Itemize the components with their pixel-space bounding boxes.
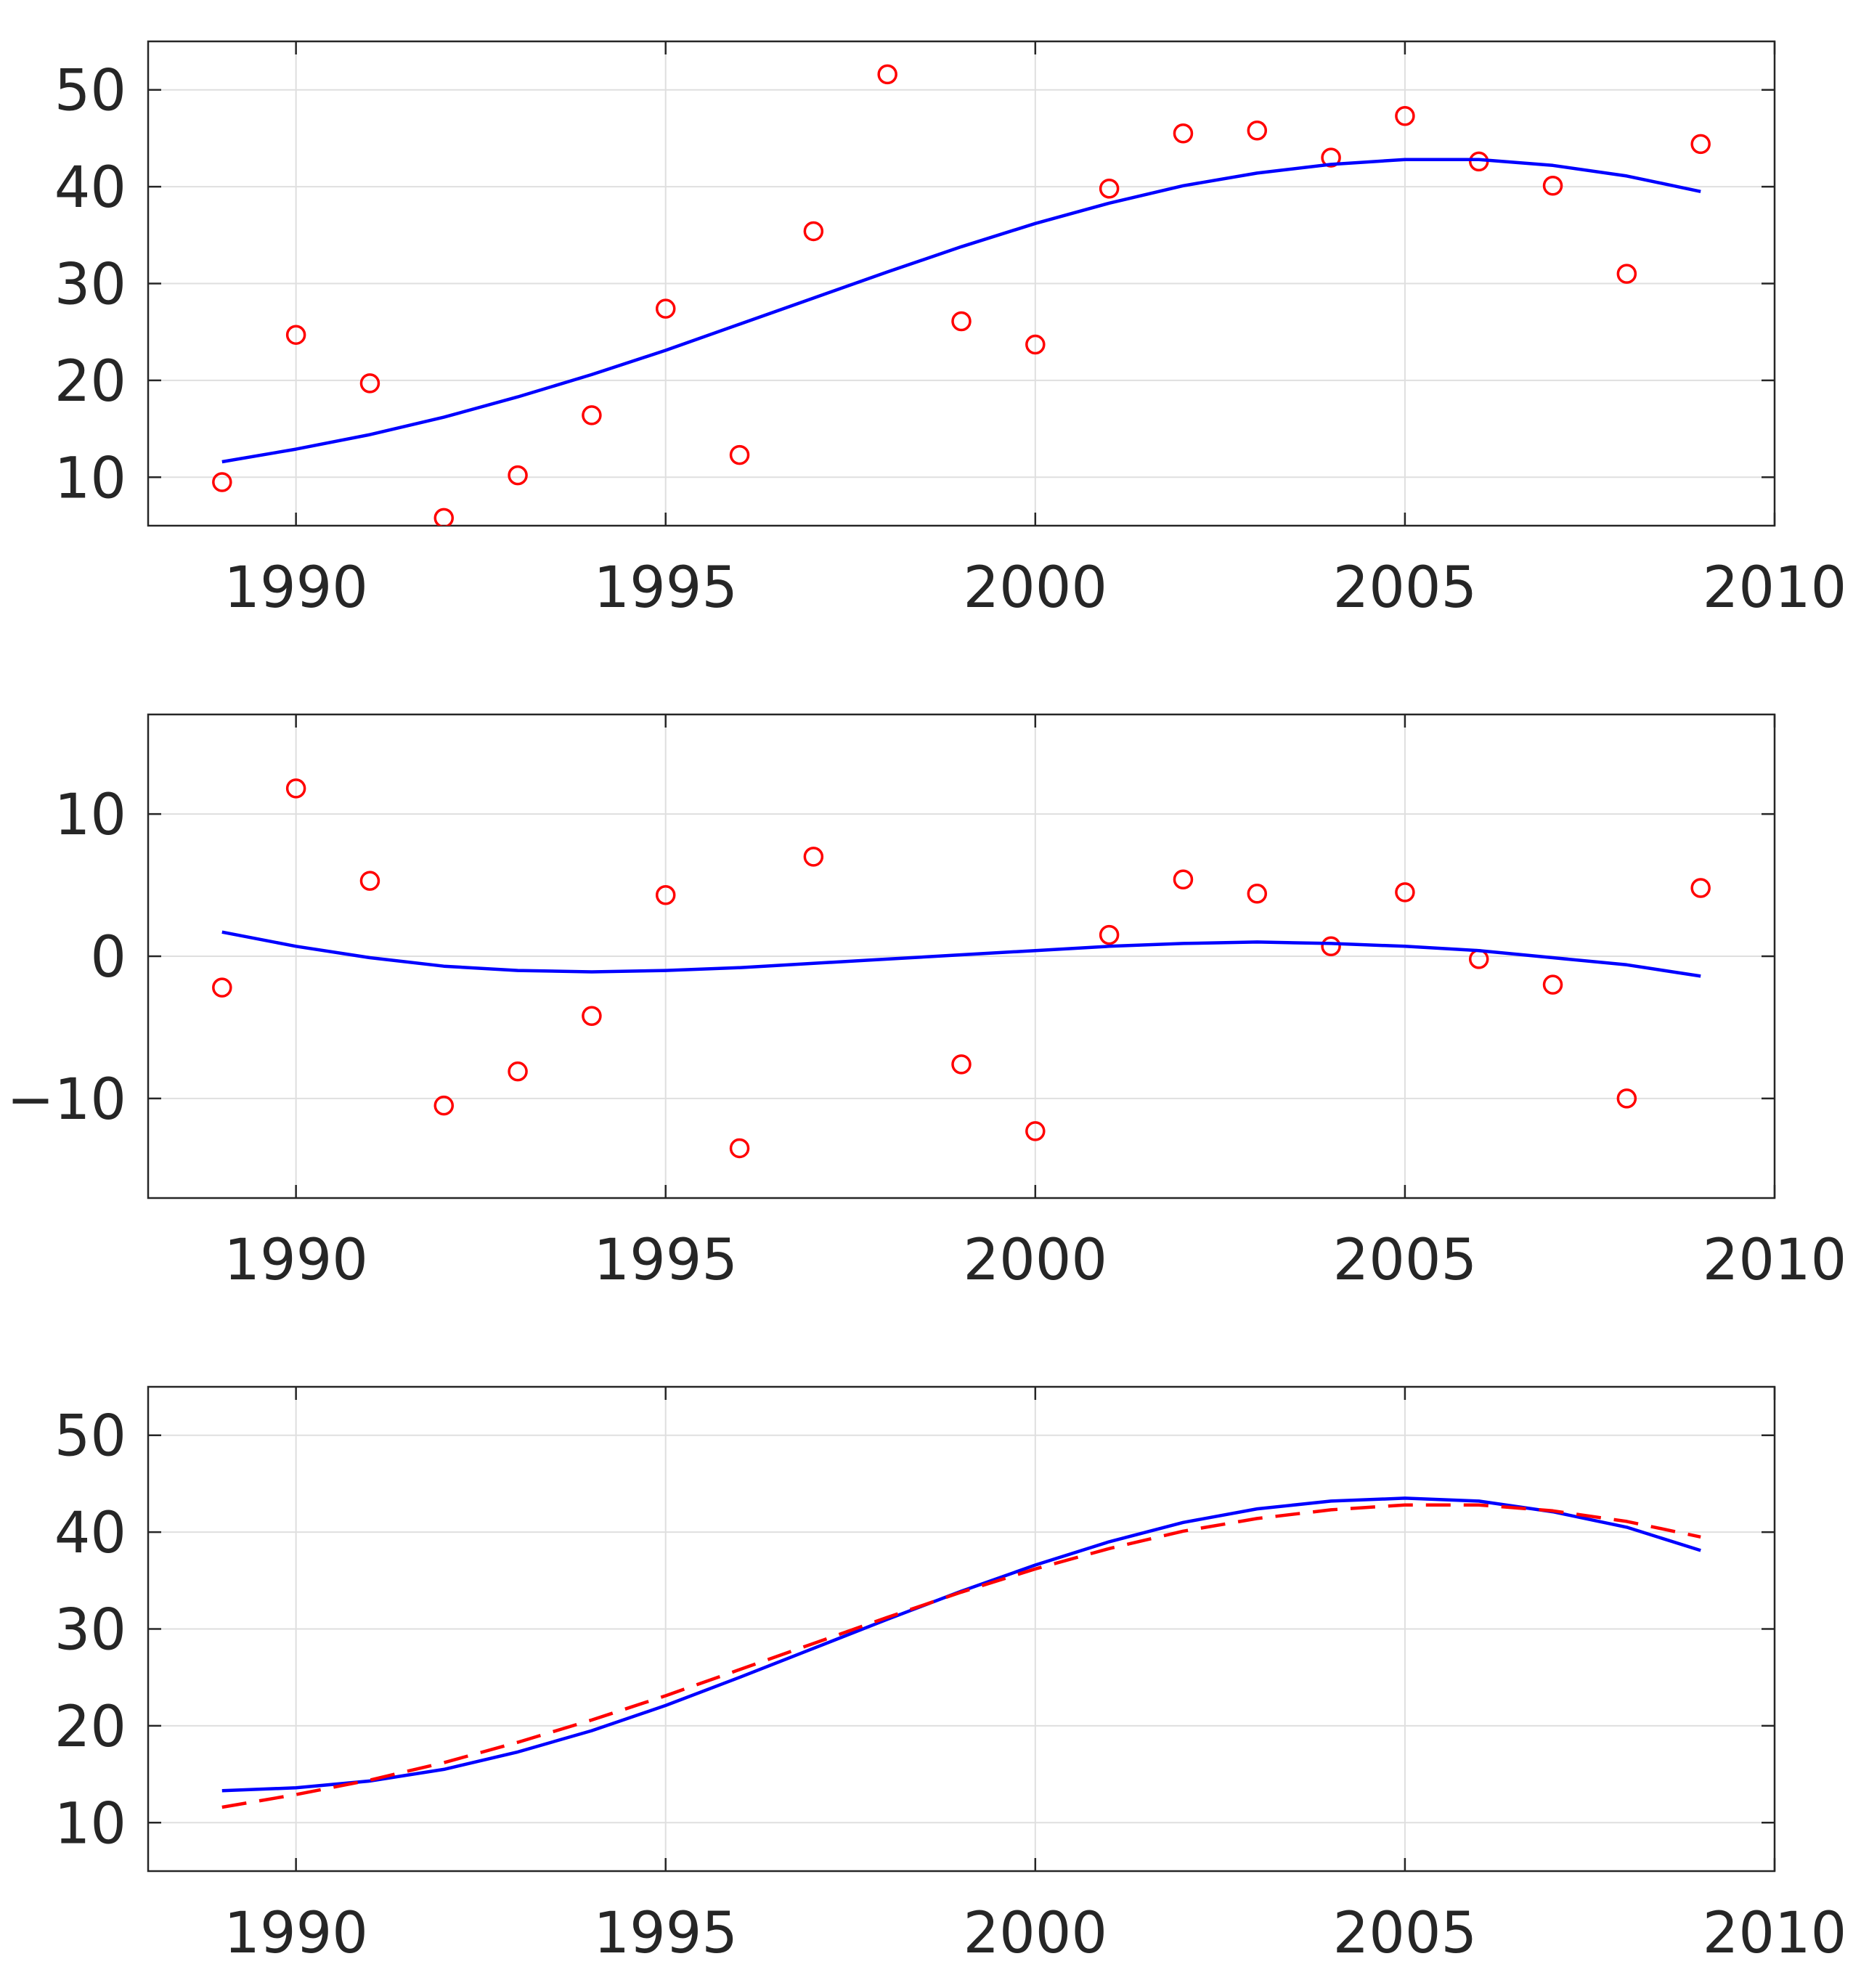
- plot-middle-residuals-point: [508, 1061, 528, 1082]
- plot-top-observed-point: [951, 311, 972, 332]
- plot-top-observed-point: [729, 444, 750, 465]
- plot-top-x-tick-label: 2000: [964, 555, 1108, 621]
- plot-middle-x-tick-label: 2000: [964, 1228, 1108, 1293]
- plot-middle-residuals-point: [582, 1006, 602, 1027]
- plot-top-y-tick-label: 50: [54, 59, 126, 124]
- plot-middle-y-tick-label: 0: [90, 925, 126, 990]
- plot-middle-residuals-point: [1468, 949, 1489, 969]
- plot-middle-residuals-point: [433, 1095, 455, 1116]
- plot-top-observed-point: [433, 508, 455, 526]
- plot-bottom-x-tick-label: 1995: [593, 1901, 738, 1966]
- plot-middle-residuals-point: [212, 977, 232, 998]
- plot-middle-residuals-point: [1395, 882, 1415, 903]
- plot-top-x-tick-label: 1990: [224, 555, 368, 621]
- plot-middle-y-tick-label: 10: [54, 783, 126, 848]
- plot-middle-residuals-point: [1542, 974, 1563, 995]
- plot-top-observed-point: [1025, 334, 1046, 355]
- plot-top-y-tick-label: 30: [54, 253, 126, 318]
- plot-middle-residuals-point: [1321, 936, 1341, 957]
- plot-middle-residuals-point: [655, 885, 676, 905]
- plot-top-observed-point: [1690, 134, 1711, 155]
- plot-bottom-trend-line: [221, 1503, 1701, 1809]
- plot-middle-residuals-point: [1099, 924, 1120, 945]
- plot-bottom-y-tick-label: 40: [54, 1501, 126, 1566]
- plot-top-observed-point: [655, 298, 676, 319]
- plot-top-observed-point: [1542, 176, 1563, 196]
- plot-top-observed-point: [1616, 264, 1637, 284]
- plot-middle-residual-trend-line: [221, 930, 1701, 978]
- plot-middle-residuals-point: [1247, 884, 1268, 904]
- plot-top-y-tick-label: 10: [54, 446, 126, 511]
- plot-middle-x-tick-label: 2005: [1333, 1228, 1478, 1293]
- plot-middle-residuals-point: [1616, 1088, 1637, 1109]
- plot-middle-residuals-point: [879, 657, 896, 675]
- plot-middle-residuals-point: [1173, 869, 1194, 889]
- plot-bottom-y-tick-label: 20: [54, 1695, 126, 1760]
- plot-middle-x-tick-label: 2010: [1703, 1228, 1847, 1293]
- plot-bottom-x-tick-label: 2010: [1703, 1901, 1847, 1966]
- plot-middle-y-tick-label: −10: [7, 1067, 126, 1133]
- plot-top-trend-line: [221, 158, 1701, 464]
- plot-bottom-y-tick-label: 30: [54, 1598, 126, 1663]
- plot-middle-residuals-point: [359, 871, 380, 891]
- plot-middle-series-group: [212, 657, 1711, 1159]
- plot-middle-x-tick-label: 1990: [224, 1228, 368, 1293]
- plot-top-observed-point: [582, 405, 602, 425]
- subplot-middle: 1990 1995 2000 2005 2010 −10 0 10: [7, 657, 1847, 1293]
- plot-middle-x-tick-label: 1995: [593, 1228, 738, 1293]
- plot-top-observed-point: [877, 64, 897, 85]
- plot-bottom-x-tick-label: 2000: [964, 1901, 1108, 1966]
- plot-top-x-tick-label: 1995: [593, 555, 738, 621]
- plot-middle-residuals-point: [1025, 1121, 1046, 1141]
- plot-middle-residuals-point: [803, 847, 824, 867]
- plot-bottom-x-tick-label: 2005: [1333, 1901, 1478, 1966]
- plot-middle-residuals-point: [951, 1054, 972, 1075]
- plot-top-observed-point: [1173, 123, 1194, 144]
- plot-top-observed-point: [1395, 105, 1415, 126]
- plot-bottom-y-tick-label: 10: [54, 1791, 126, 1857]
- plot-bottom-y-tick-label: 50: [54, 1404, 126, 1470]
- plot-middle-residuals-point: [285, 778, 306, 799]
- plot-top-observed-point: [359, 373, 380, 394]
- plot-top-observed-point: [803, 221, 824, 242]
- plot-middle-residuals-point: [1690, 878, 1711, 898]
- plot-top-observed-point: [1321, 147, 1341, 168]
- plot-top-x-tick-label: 2005: [1333, 555, 1478, 621]
- plot-top-series-group: [212, 64, 1711, 526]
- plot-top-observed-point: [508, 465, 528, 486]
- plot-top-observed-point: [1099, 179, 1120, 199]
- plot-top-observed-point: [212, 472, 232, 492]
- plot-bottom-x-tick-label: 1990: [224, 1901, 368, 1966]
- plot-top-y-tick-label: 20: [54, 349, 126, 415]
- plot-middle-residuals-point: [729, 1138, 750, 1159]
- plot-top-y-tick-label: 40: [54, 155, 126, 221]
- plot-top-observed-point: [285, 325, 306, 345]
- plot-top-x-tick-label: 2010: [1703, 555, 1847, 621]
- plot-bottom-combined-fit-line: [221, 1496, 1701, 1793]
- plot-top-observed-point: [1247, 120, 1268, 141]
- plot-bottom-series-group: [221, 1496, 1701, 1809]
